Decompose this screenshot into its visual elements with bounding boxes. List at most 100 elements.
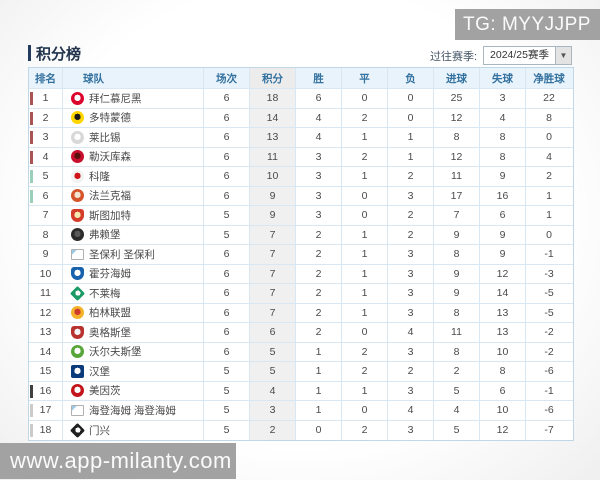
website-watermark: www.app-milanty.com — [0, 443, 236, 479]
wins-value: 6 — [296, 89, 342, 108]
table-row[interactable]: 14 沃尔夫斯堡 6 5 1 2 3 8 10 -2 — [29, 342, 573, 362]
table-row[interactable]: 13 奥格斯堡 6 6 2 0 4 11 13 -2 — [29, 323, 573, 343]
team-name[interactable]: 拜仁慕尼黑 — [89, 92, 142, 105]
column-header-team: 球队 — [63, 68, 204, 88]
table-row[interactable]: 11 不莱梅 6 7 2 1 3 9 14 -5 — [29, 284, 573, 304]
played-value: 6 — [204, 147, 250, 166]
wins-value: 3 — [296, 147, 342, 166]
goals-for-value: 17 — [434, 186, 480, 205]
table-row[interactable]: 2 多特蒙德 6 14 4 2 0 12 4 8 — [29, 108, 573, 128]
goal-diff-value: 2 — [546, 170, 552, 183]
rank-value: 3 — [42, 131, 49, 144]
wins-value: 2 — [296, 284, 342, 303]
team-name[interactable]: 勒沃库森 — [89, 151, 131, 164]
draws-value: 1 — [342, 245, 388, 264]
goals-for-value: 25 — [434, 89, 480, 108]
goals-for-value: 7 — [434, 206, 480, 225]
wins-value: 2 — [296, 303, 342, 322]
losses-value: 3 — [388, 186, 434, 205]
table-row[interactable]: 4 勒沃库森 6 11 3 2 1 12 8 4 — [29, 147, 573, 167]
column-header-goals-for: 进球 — [434, 68, 480, 88]
points-value: 7 — [250, 264, 296, 283]
losses-value: 3 — [388, 245, 434, 264]
team-name[interactable]: 弗赖堡 — [89, 229, 121, 242]
wins-value: 1 — [296, 401, 342, 420]
goals-against-value: 12 — [480, 420, 526, 440]
points-value: 9 — [250, 186, 296, 205]
losses-value: 3 — [388, 303, 434, 322]
played-value: 5 — [204, 401, 250, 420]
table-row[interactable]: 3 莱比锡 6 13 4 1 1 8 8 0 — [29, 128, 573, 148]
points-value: 7 — [250, 225, 296, 244]
played-value: 6 — [204, 264, 250, 283]
rank-value: 1 — [42, 92, 49, 105]
team-name[interactable]: 不莱梅 — [89, 287, 121, 300]
team-name[interactable]: 多特蒙德 — [89, 112, 131, 125]
goals-for-value: 9 — [434, 284, 480, 303]
table-row[interactable]: 18 门兴 5 2 0 2 3 5 12 -7 — [29, 420, 573, 440]
team-name[interactable]: 沃尔夫斯堡 — [89, 346, 142, 359]
wins-value: 4 — [296, 108, 342, 127]
played-value: 5 — [204, 381, 250, 400]
goals-for-value: 5 — [434, 420, 480, 440]
draws-value: 1 — [342, 264, 388, 283]
team-name[interactable]: 霍芬海姆 — [89, 268, 131, 281]
column-header-played: 场次 — [204, 68, 250, 88]
team-name[interactable]: 门兴 — [89, 424, 110, 437]
team-name[interactable]: 柏林联盟 — [89, 307, 131, 320]
team-name[interactable]: 海登海姆 海登海姆 — [89, 404, 176, 417]
goals-against-value: 14 — [480, 284, 526, 303]
team-name[interactable]: 圣保利 圣保利 — [89, 248, 155, 261]
season-selector: 过往赛季: 2024/25赛季 ▼ — [430, 46, 572, 65]
points-value: 3 — [250, 401, 296, 420]
team-logo-icon — [71, 228, 84, 242]
zone-indicator — [30, 404, 33, 417]
goal-diff-value: 1 — [546, 209, 552, 222]
draws-value: 2 — [342, 420, 388, 440]
season-select[interactable]: 2024/25赛季 ▼ — [483, 46, 572, 65]
table-row[interactable]: 6 法兰克福 6 9 3 0 3 17 16 1 — [29, 186, 573, 206]
team-name[interactable]: 莱比锡 — [89, 131, 121, 144]
rank-value: 12 — [39, 306, 52, 319]
table-row[interactable]: 7 斯图加特 5 9 3 0 2 7 6 1 — [29, 206, 573, 226]
losses-value: 3 — [388, 284, 434, 303]
goal-diff-value: 4 — [546, 150, 552, 163]
goal-diff-value: 8 — [546, 111, 552, 124]
draws-value: 0 — [342, 206, 388, 225]
table-row[interactable]: 16 美因茨 5 4 1 1 3 5 6 -1 — [29, 381, 573, 401]
points-value: 7 — [250, 284, 296, 303]
team-name[interactable]: 奥格斯堡 — [89, 326, 131, 339]
goals-against-value: 8 — [480, 128, 526, 147]
telegram-watermark: TG: MYYJJPP — [455, 9, 600, 40]
wins-value: 2 — [296, 323, 342, 342]
table-row[interactable]: 1 拜仁慕尼黑 6 18 6 0 0 25 3 22 — [29, 89, 573, 109]
team-name[interactable]: 美因茨 — [89, 385, 121, 398]
team-name[interactable]: 法兰克福 — [89, 190, 131, 203]
column-header-wins: 胜 — [296, 68, 342, 88]
goal-diff-value: -2 — [544, 345, 554, 358]
table-row[interactable]: 5 科隆 6 10 3 1 2 11 9 2 — [29, 167, 573, 187]
table-row[interactable]: 9 圣保利 圣保利 6 7 2 1 3 8 9 -1 — [29, 245, 573, 265]
zone-indicator — [30, 287, 33, 300]
table-row[interactable]: 10 霍芬海姆 6 7 2 1 3 9 12 -3 — [29, 264, 573, 284]
wins-value: 1 — [296, 342, 342, 361]
table-row[interactable]: 17 海登海姆 海登海姆 5 3 1 0 4 4 10 -6 — [29, 401, 573, 421]
draws-value: 0 — [342, 186, 388, 205]
losses-value: 2 — [388, 206, 434, 225]
chevron-down-icon[interactable]: ▼ — [555, 47, 571, 64]
goals-for-value: 2 — [434, 362, 480, 381]
zone-indicator — [30, 365, 33, 378]
rank-value: 2 — [42, 111, 49, 124]
table-row[interactable]: 8 弗赖堡 5 7 2 1 2 9 9 0 — [29, 225, 573, 245]
points-value: 13 — [250, 128, 296, 147]
points-value: 18 — [250, 89, 296, 108]
team-logo-icon — [71, 384, 84, 398]
table-row[interactable]: 12 柏林联盟 6 7 2 1 3 8 13 -5 — [29, 303, 573, 323]
team-name[interactable]: 科隆 — [89, 170, 110, 183]
zone-indicator — [30, 326, 33, 339]
table-row[interactable]: 15 汉堡 5 5 1 2 2 2 8 -6 — [29, 362, 573, 382]
zone-indicator — [30, 384, 33, 398]
team-name[interactable]: 斯图加特 — [89, 209, 131, 222]
team-name[interactable]: 汉堡 — [89, 365, 110, 378]
table-header-row: 排名 球队 场次 积分 胜 平 负 进球 失球 净胜球 — [29, 68, 573, 89]
